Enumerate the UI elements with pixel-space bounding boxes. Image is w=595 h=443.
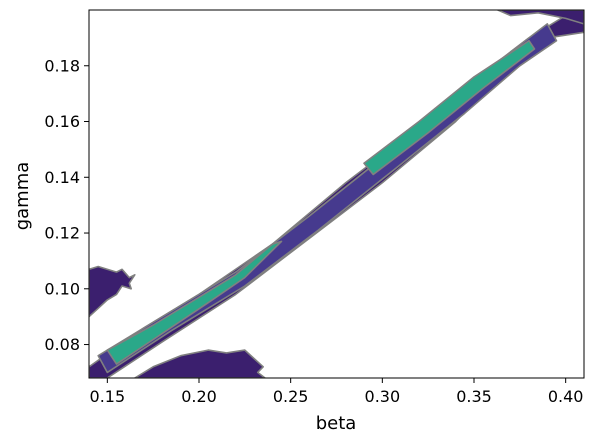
x-tick-label: 0.40: [548, 387, 584, 406]
plot-frame: [88, 9, 585, 379]
x-axis-ticks: 0.15 0.20 0.25 0.30 0.35 0.40: [90, 378, 584, 406]
x-tick-label: 0.35: [456, 387, 492, 406]
contour-region-core-6: [363, 39, 536, 176]
contour-region-outer-2: [134, 349, 266, 378]
y-tick-label: 0.16: [44, 112, 80, 131]
contour-region-outer-3: [496, 10, 584, 25]
x-tick-label: 0.30: [365, 387, 401, 406]
contour-regions: [89, 10, 584, 378]
x-tick-label: 0.20: [181, 387, 217, 406]
contour-region-outer-1: [89, 265, 136, 318]
x-tick-label: 0.15: [90, 387, 126, 406]
y-tick-label: 0.18: [44, 56, 80, 75]
y-tick-label: 0.14: [44, 168, 80, 187]
x-tick-label: 0.25: [273, 387, 309, 406]
y-tick-label: 0.10: [44, 279, 80, 298]
x-axis-label: beta: [316, 413, 357, 434]
y-axis-ticks: 0.08 0.10 0.12 0.14 0.16 0.18: [44, 56, 89, 354]
y-tick-label: 0.08: [44, 335, 80, 354]
contour-region-core-5: [106, 240, 283, 365]
y-axis-label: gamma: [12, 162, 33, 231]
y-tick-label: 0.12: [44, 224, 80, 243]
